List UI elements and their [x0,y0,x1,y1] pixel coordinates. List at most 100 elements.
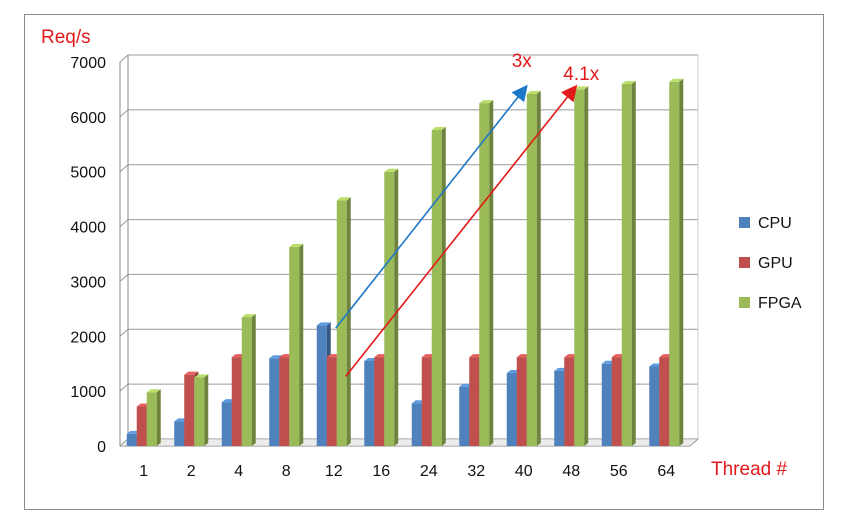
bar-side [346,197,351,446]
bar-front [221,402,232,446]
bar-front [136,406,147,446]
gridline-depth [119,328,129,337]
bar-top [289,243,304,247]
legend-swatch-gpu [739,257,750,268]
x-tick-label: 12 [325,463,343,480]
y-tick-label: 7000 [70,55,106,72]
legend-swatch-cpu [739,217,750,228]
x-tick-label: 40 [515,463,533,480]
x-tick-label: 2 [187,463,196,480]
bar-side [299,243,304,446]
bar-side [204,374,209,446]
bar-front [411,403,422,446]
bar-side [489,100,494,447]
bar-side [631,80,636,446]
legend-label-fpga: FPGA [758,295,802,312]
bar-front [279,357,290,446]
bar-front [601,363,612,446]
gridlines [119,54,698,447]
bar-front [421,357,432,446]
bar-front [479,103,490,447]
bar-chart: 0 1000 2000 3000 4000 5000 6000 7000 Req/s Thread… [41,27,802,480]
legend-label-cpu: CPU [758,215,792,232]
bar-top [431,127,446,131]
bars [126,78,684,447]
y-tick-label: 3000 [70,274,106,291]
bar-fpga [479,100,494,447]
bar-front [336,200,347,446]
bar-front [564,357,575,446]
bar-fpga [526,90,541,447]
gridline-depth [119,109,129,118]
chart-frame: 0 1000 2000 3000 4000 5000 6000 7000 Req/s Thread… [24,14,824,510]
bar-top [384,168,399,172]
bar-fpga [336,197,351,446]
bar-top [479,100,494,104]
x-tick-label: 56 [610,463,628,480]
x-tick-label: 24 [420,463,438,480]
bar-side [156,389,161,446]
x-tick-label: 8 [282,463,291,480]
y-tick-label: 0 [97,439,106,456]
y-tick-label: 4000 [70,220,106,237]
bar-fpga [289,243,304,446]
gridline-depth [119,54,129,63]
bar-front [516,357,527,446]
bar-top [194,374,209,378]
bar-front [289,246,300,446]
x-axis-title: Thread # [711,459,787,480]
bar-side [536,90,541,447]
bar-fpga [431,127,446,446]
bar-front [554,370,565,446]
legend: CPU GPU FPGA [739,215,802,312]
legend-swatch-fpga [739,297,750,308]
y-axis-title: Req/s [41,27,91,48]
bar-top [574,86,589,90]
bar-top [146,389,161,393]
x-tick-label: 64 [657,463,675,480]
bar-front [231,357,242,446]
x-tick-label: 4 [234,463,243,480]
bar-fpga [574,86,589,446]
bar-fpga [669,78,684,447]
annotation-4.1x: 4.1x [563,64,599,85]
annotations: 3x 4.1x [335,51,600,377]
floor [119,438,699,447]
bar-side [584,86,589,446]
bar-front [194,377,205,446]
bar-side [679,78,684,447]
tick-labels: 0 1000 2000 3000 4000 5000 6000 7000 Req/s Thread… [41,27,787,480]
legend-label-gpu: GPU [758,255,793,272]
y-tick-label: 5000 [70,165,106,182]
bar-front [146,392,157,446]
bar-front [506,373,517,446]
bar-front [364,360,375,446]
x-tick-label: 48 [562,463,580,480]
bar-front [621,83,632,446]
bar-top [669,78,684,82]
bar-front [126,433,137,446]
bar-top [336,197,351,201]
bar-top [621,80,636,84]
bar-top [184,371,199,375]
bar-front [184,374,195,446]
bar-front [384,171,395,446]
axes [119,55,699,447]
gridline-depth [119,383,129,392]
bar-top [526,90,541,94]
arrow-3x [335,84,528,329]
bar-fpga [241,314,256,446]
x-tick-label: 1 [139,463,148,480]
y-tick-label: 6000 [70,110,106,127]
bar-front [526,93,537,447]
bar-front [241,317,252,446]
bar-front [374,357,385,446]
bar-top [241,314,256,318]
annotation-3x: 3x [512,51,533,72]
bar-front [459,386,470,446]
gridline-depth [119,164,129,173]
bar-front [659,357,670,446]
bar-top [316,322,331,326]
bar-fpga [621,80,636,446]
bar-front [574,89,585,446]
